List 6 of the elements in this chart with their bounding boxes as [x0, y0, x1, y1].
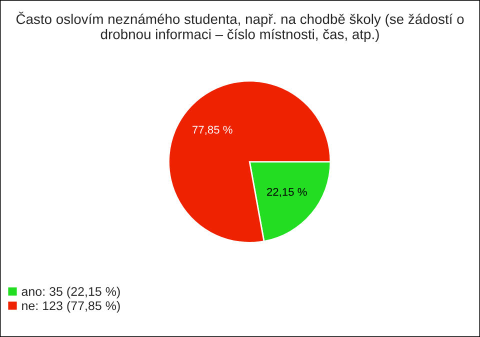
chart-title: Často oslovím neznámého studenta, např. na chodbě školy (se žádostí o drobnou informaci – číslo místnosti, čas, atp.) [16, 12, 464, 42]
legend-label: ne: 123 (77,85 %) [22, 301, 120, 313]
data-label: 22,15 % [267, 188, 307, 198]
data-label: 77,85 % [192, 126, 232, 135]
legend-label: ano: 35 (22,15 %) [22, 286, 120, 298]
pie-slice [168, 80, 332, 244]
